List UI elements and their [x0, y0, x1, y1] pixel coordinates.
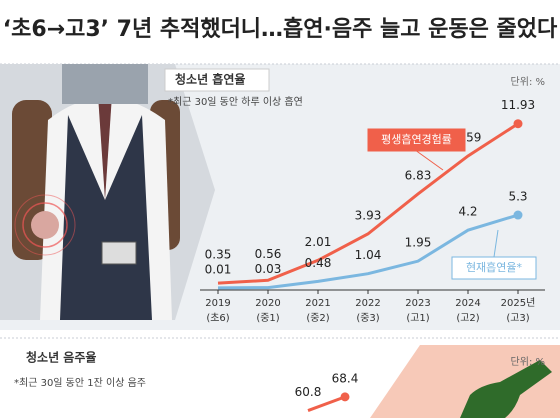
- note: *최근 30일 동안 1잔 이상 음주: [14, 377, 146, 389]
- series-line: [217, 213, 519, 290]
- legend-box: [451, 256, 537, 280]
- value-label: 1.04: [355, 248, 382, 262]
- headline: ‘초6→고3’ 7년 추적했더니…흡연·음주 늘고 운동은 줄었다: [3, 17, 558, 42]
- x-tick-label: 2020: [255, 298, 280, 309]
- value-label: 0.03: [255, 262, 282, 276]
- end-point: [513, 210, 523, 220]
- value-label: 11.93: [501, 98, 535, 112]
- leader-line: [493, 229, 499, 258]
- series-line: [307, 395, 346, 412]
- chart-title: 청소년 흡연율: [175, 72, 245, 87]
- unit-label: 단위: %: [511, 75, 545, 88]
- x-tick-sublabel: (중1): [256, 312, 279, 324]
- x-tick-sublabel: (고1): [406, 313, 429, 324]
- value-label: 60.8: [295, 385, 322, 399]
- x-tick-label: 2023: [405, 298, 430, 309]
- x-tick-sublabel: (중2): [306, 312, 329, 324]
- value-label: 1.95: [405, 236, 432, 250]
- value-label: 5.3: [508, 190, 527, 204]
- x-tick-label: 2021: [305, 298, 330, 309]
- bottle: [460, 360, 552, 418]
- value-label: 4.2: [458, 205, 477, 219]
- value-label: 0.56: [255, 247, 282, 261]
- value-label: 0.35: [205, 247, 232, 261]
- x-tick-sublabel: (초6): [206, 312, 229, 324]
- leader-line: [416, 150, 444, 171]
- chart-title: 청소년 음주율: [26, 350, 96, 365]
- legend-label: 현재흡연율*: [466, 260, 523, 274]
- value-label: 0.48: [305, 256, 332, 270]
- note: *최근 30일 동안 하루 이상 흡연: [168, 95, 303, 108]
- x-tick-sublabel: (고2): [456, 313, 479, 324]
- value-label: 6.83: [405, 168, 432, 182]
- legend-box: [367, 128, 466, 152]
- x-tick-label: 2022: [355, 298, 380, 309]
- x-tick-sublabel: (중3): [356, 312, 379, 324]
- unit-label: 단위: %: [511, 355, 545, 368]
- value-label: 2.01: [305, 235, 332, 249]
- student-illustration: [12, 64, 180, 320]
- end-point: [340, 392, 350, 402]
- x-tick-label: 2025년: [501, 297, 536, 309]
- x-tick-label: 2024: [455, 298, 480, 309]
- legend-label: 평생흡연경험률: [381, 132, 452, 146]
- value-label: 68.4: [332, 371, 359, 385]
- value-label: 0.01: [205, 262, 232, 276]
- x-tick-label: 2019: [205, 298, 230, 309]
- chart-title-box: [164, 68, 270, 92]
- x-tick-sublabel: (고3): [506, 313, 529, 324]
- value-label: 3.93: [355, 208, 382, 222]
- series-line: [217, 122, 519, 285]
- end-point: [513, 119, 523, 129]
